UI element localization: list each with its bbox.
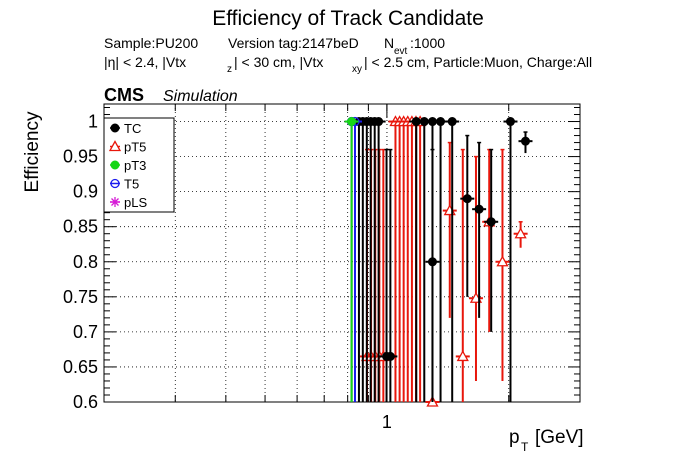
data-marker xyxy=(474,204,484,214)
data-point xyxy=(455,148,470,402)
y-tick-label: 0.75 xyxy=(63,287,98,307)
series-pT5 xyxy=(360,115,528,407)
legend: TC pT5 pT3 T5 pLS xyxy=(103,117,175,213)
x-axis-label-main: p xyxy=(509,427,520,448)
data-point xyxy=(495,148,510,381)
legend-entry-pT3: pT3 xyxy=(110,158,146,173)
chart-title: Efficiency of Track Candidate xyxy=(212,7,484,30)
cms-sublabel: Simulation xyxy=(163,88,238,105)
data-marker xyxy=(110,123,120,133)
nevt-subscript: evt xyxy=(394,46,408,57)
y-tick-label: 0.8 xyxy=(73,252,98,272)
data-marker xyxy=(436,117,446,127)
data-point xyxy=(482,148,497,332)
y-tick-label: 0.7 xyxy=(73,322,98,342)
data-marker xyxy=(520,136,530,146)
data-marker xyxy=(462,194,472,204)
data-marker xyxy=(486,217,496,227)
cut-part2: | < 30 cm, |Vtx xyxy=(234,54,323,70)
x-axis-label: p T [GeV] xyxy=(509,427,584,456)
data-point xyxy=(503,117,518,402)
legend-label: pLS xyxy=(124,195,147,210)
data-marker xyxy=(110,160,120,170)
data-point xyxy=(513,221,528,248)
data-marker xyxy=(505,117,515,127)
y-tick-label: 0.65 xyxy=(63,357,98,377)
version-label: Version tag:2147beD xyxy=(228,35,359,51)
data-marker xyxy=(456,350,469,362)
y-tick-label: 0.9 xyxy=(73,182,98,202)
x-axis-label-sub: T xyxy=(521,440,529,454)
legend-entry-TC: TC xyxy=(110,121,141,136)
grid xyxy=(103,104,581,402)
data-marker xyxy=(374,117,384,127)
data-point xyxy=(445,117,460,402)
series-TC xyxy=(344,117,533,402)
legend-entry-pT5: pT5 xyxy=(108,140,146,155)
chart-subtitle-line2: |η| < 2.4, |Vtx z | < 30 cm, |Vtx xy | <… xyxy=(104,54,592,75)
y-axis-label: Efficiency xyxy=(22,111,43,192)
data-point xyxy=(379,148,394,402)
axes: 0.6 0.65 0.7 0.75 0.8 0.85 0.9 0.95 1 1 xyxy=(63,103,581,432)
legend-entry-pLS: pLS xyxy=(110,195,147,210)
data-point xyxy=(472,141,487,318)
legend-label: TC xyxy=(124,121,141,136)
data-marker xyxy=(110,197,120,207)
legend-label: pT5 xyxy=(124,140,146,155)
data-points xyxy=(344,115,533,407)
y-tick-label: 0.6 xyxy=(73,392,98,412)
data-point xyxy=(425,117,440,402)
data-marker xyxy=(514,227,527,239)
cut-part1: |η| < 2.4, |Vtx xyxy=(104,54,186,70)
nevt-label: N xyxy=(384,35,394,51)
cms-label: CMS xyxy=(104,85,144,105)
y-tick-label: 0.85 xyxy=(63,217,98,237)
legend-label: T5 xyxy=(124,177,139,192)
data-point xyxy=(518,131,533,154)
data-marker xyxy=(108,140,122,152)
legend-entry-T5: T5 xyxy=(110,177,139,192)
data-point xyxy=(460,134,475,297)
y-tick-label: 0.95 xyxy=(63,147,98,167)
data-marker xyxy=(447,117,457,127)
sample-label: Sample:PU200 xyxy=(104,35,198,51)
data-point xyxy=(442,141,457,318)
data-marker xyxy=(110,178,120,189)
data-point xyxy=(468,155,483,381)
y-tick-label: 1 xyxy=(88,112,98,132)
series-pT3 xyxy=(344,117,359,402)
data-point xyxy=(344,117,359,402)
plot-frame xyxy=(103,103,581,403)
data-marker xyxy=(496,255,509,267)
cut-sub1: z xyxy=(227,64,232,75)
legend-label: pT3 xyxy=(124,158,146,173)
data-marker xyxy=(347,117,357,127)
cut-part3: | < 2.5 cm, Particle:Muon, Charge:All xyxy=(364,54,592,70)
data-point xyxy=(383,148,398,402)
data-point xyxy=(371,117,386,402)
data-point xyxy=(409,117,424,402)
data-point xyxy=(484,148,499,332)
x-tick-label: 1 xyxy=(382,412,392,432)
chart-subtitle-line1: Sample:PU200 Version tag:2147beD N evt :… xyxy=(104,35,445,57)
nevt-value: :1000 xyxy=(410,35,445,51)
data-marker xyxy=(385,351,395,361)
cut-sub2: xy xyxy=(352,64,362,75)
x-axis-label-unit: [GeV] xyxy=(535,427,584,448)
